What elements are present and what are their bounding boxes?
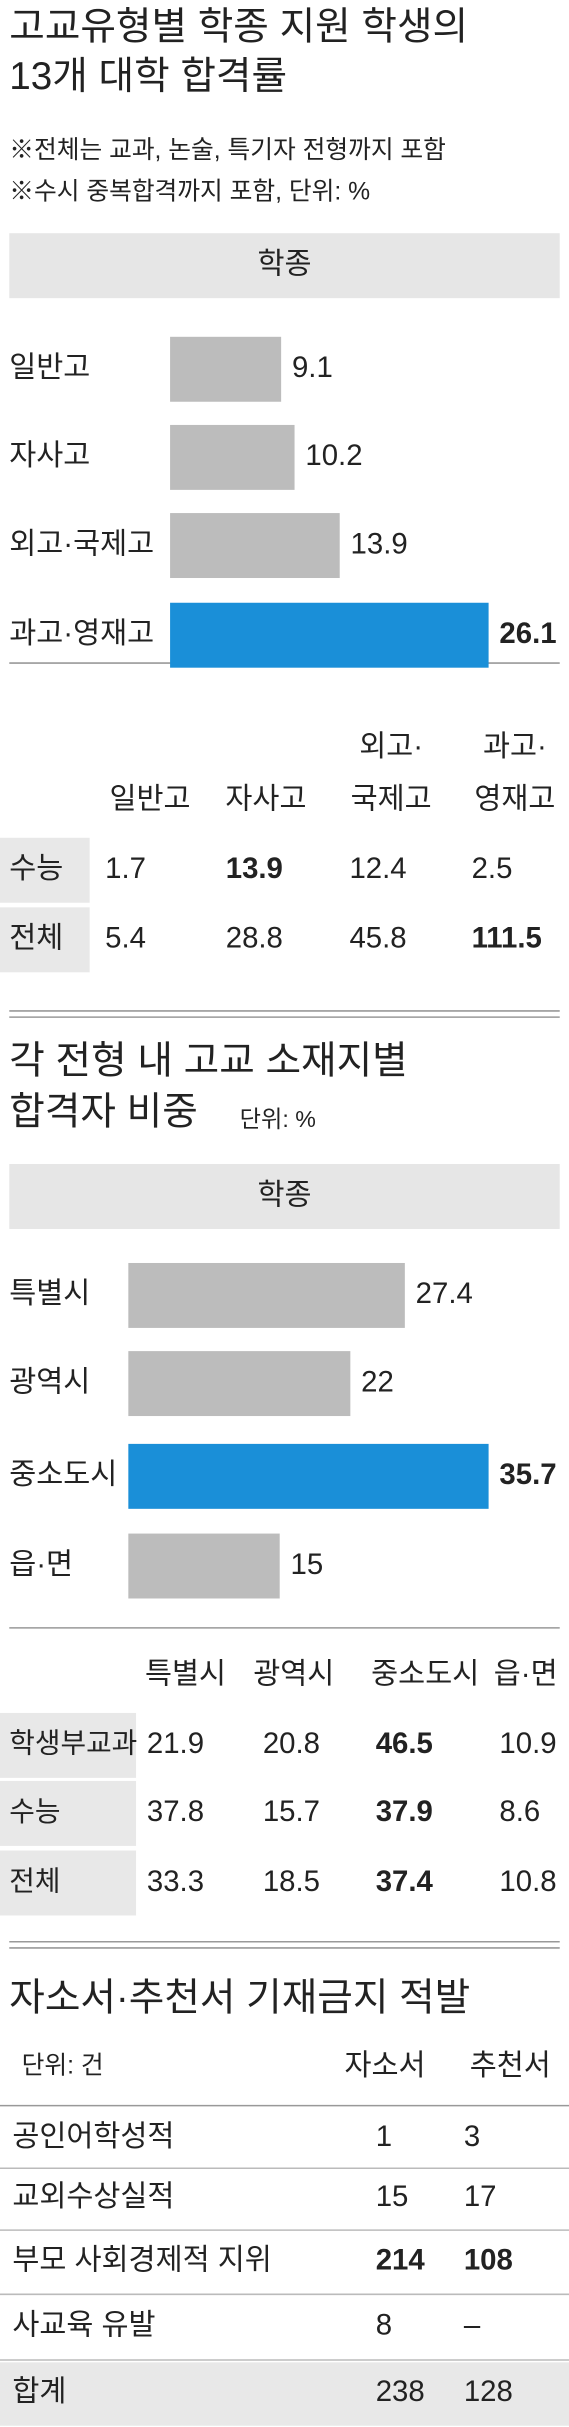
row-label: 수능 <box>9 1796 60 1827</box>
cell: 37.9 <box>376 1795 433 1828</box>
title-line: 13개 대학 합격률 <box>9 55 287 98</box>
row-label: 합계 <box>12 2375 66 2408</box>
cell: 10.9 <box>499 1727 556 1760</box>
cell: 12.4 <box>349 852 406 885</box>
value-label: 13.9 <box>351 527 408 560</box>
row-label: 전체 <box>9 922 63 955</box>
note: ※수시 중복합격까지 포함, 단위: % <box>9 178 370 206</box>
cell: 37.4 <box>376 1865 434 1898</box>
cell: 1 <box>376 2120 392 2153</box>
unit-note: 단위: % <box>240 1106 316 1132</box>
cell: 8.6 <box>499 1795 540 1828</box>
value-label: 27.4 <box>416 1277 473 1310</box>
section-title: 자소서·추천서 기재금지 적발 <box>9 1977 470 2020</box>
bar <box>128 1533 280 1599</box>
cell: 8 <box>376 2309 392 2342</box>
section-title: 각 전형 내 고교 소재지별 <box>9 1040 407 1083</box>
bar <box>170 336 282 402</box>
row-label-cell <box>0 907 90 973</box>
bar <box>170 602 489 668</box>
cell: 21.9 <box>147 1727 204 1760</box>
cell: 238 <box>376 2375 425 2408</box>
bar <box>128 1262 405 1328</box>
chart-header-band <box>9 233 560 299</box>
cell: 214 <box>376 2244 426 2277</box>
cell: 128 <box>464 2375 513 2408</box>
bar <box>128 1443 489 1509</box>
column-header: 중소도시 <box>371 1658 479 1691</box>
cell: 3 <box>464 2120 480 2153</box>
category-label: 중소도시 <box>9 1458 117 1491</box>
row-label-cell <box>0 837 90 903</box>
cell: 13.9 <box>226 852 283 885</box>
column-header: 광역시 <box>253 1658 334 1691</box>
cell: 2.5 <box>472 852 513 885</box>
cell: 15 <box>376 2180 409 2213</box>
category-label: 일반고 <box>9 351 90 384</box>
shaded-row <box>0 2362 569 2426</box>
category-label: 읍·면 <box>9 1548 73 1581</box>
unit-note: 단위: 건 <box>22 2052 104 2080</box>
cell: – <box>464 2309 481 2342</box>
row-label: 부모 사회경제적 지위 <box>12 2244 271 2277</box>
value-label: 15 <box>291 1548 324 1581</box>
row-label: 교외수상실적 <box>12 2180 174 2213</box>
column-header: 자소서 <box>344 2049 425 2082</box>
title-line: 고교유형별 학종 지원 학생의 <box>9 5 468 48</box>
column-header: 자사고 <box>225 782 306 815</box>
row-label: 공인어학성적 <box>12 2120 174 2153</box>
chart-title: 학종 <box>257 247 311 280</box>
chart-header-band <box>9 1164 560 1229</box>
column-header: 영재고 <box>474 782 555 815</box>
cell: 5.4 <box>105 922 146 955</box>
cell: 18.5 <box>263 1865 320 1898</box>
bar <box>128 1351 351 1417</box>
row-label: 사교육 유발 <box>12 2309 155 2342</box>
category-label: 과고·영재고 <box>9 617 154 650</box>
cell: 108 <box>464 2244 513 2277</box>
section-title: 합격자 비중 <box>9 1091 197 1134</box>
cell: 33.3 <box>147 1865 204 1898</box>
category-label: 특별시 <box>9 1277 90 1310</box>
value-label: 9.1 <box>292 351 333 384</box>
value-label: 22 <box>361 1365 394 1398</box>
column-header: 외고· <box>359 730 423 763</box>
column-header: 특별시 <box>145 1658 226 1691</box>
cell: 45.8 <box>349 922 406 955</box>
cell: 1.7 <box>105 852 146 885</box>
value-label: 26.1 <box>499 617 556 650</box>
row-label: 학생부교과 <box>9 1728 137 1759</box>
value-label: 10.2 <box>305 439 362 472</box>
bar <box>170 424 295 490</box>
cell: 10.8 <box>499 1865 556 1898</box>
column-header: 일반고 <box>109 782 190 815</box>
category-label: 자사고 <box>9 439 90 472</box>
column-header: 읍·면 <box>494 1658 558 1691</box>
cell: 17 <box>464 2180 497 2213</box>
bar <box>170 513 340 579</box>
cell: 37.8 <box>147 1795 204 1828</box>
row-label-cell <box>0 1850 137 1916</box>
cell: 111.5 <box>472 922 542 955</box>
category-label: 외고·국제고 <box>9 527 154 560</box>
category-label: 광역시 <box>9 1365 90 1398</box>
row-label: 전체 <box>9 1865 60 1896</box>
note: ※전체는 교과, 논술, 특기자 전형까지 포함 <box>9 136 446 164</box>
row-label-cell <box>0 1780 137 1846</box>
column-header: 과고· <box>483 730 547 763</box>
column-header: 추천서 <box>470 2049 551 2082</box>
row-label-cell <box>0 1712 137 1778</box>
row-label: 수능 <box>9 852 63 885</box>
cell: 46.5 <box>376 1727 433 1760</box>
column-header: 국제고 <box>351 782 432 815</box>
chart-title: 학종 <box>257 1178 311 1211</box>
cell: 28.8 <box>226 922 283 955</box>
cell: 20.8 <box>263 1727 320 1760</box>
value-label: 35.7 <box>499 1458 556 1491</box>
cell: 15.7 <box>263 1795 320 1828</box>
